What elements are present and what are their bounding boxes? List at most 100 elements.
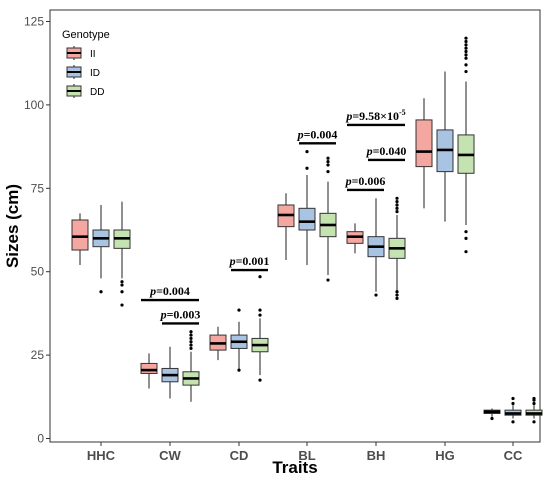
box-ID-HHC (92, 204, 110, 294)
box-DD-CW (182, 330, 200, 402)
outlier-point (395, 196, 399, 200)
y-tick-label: 50 (31, 265, 45, 279)
box-ID-HG (436, 71, 454, 222)
p-value-annotation: p=0.006 (345, 174, 386, 192)
outlier-point (258, 275, 262, 279)
legend-item-ID: ID (66, 65, 100, 79)
box-ID-CD (230, 308, 248, 372)
outlier-point (464, 53, 468, 57)
y-tick-label: 100 (24, 98, 44, 112)
outlier-point (120, 290, 124, 294)
outlier-point (189, 333, 193, 337)
x-tick-label: BH (367, 448, 386, 463)
outlier-point (326, 160, 330, 164)
outlier-point (189, 346, 193, 351)
box-ID-BL (298, 150, 316, 266)
p-value-label: p=9.58×10-5 (345, 108, 405, 123)
p-value-label: p=0.004 (149, 284, 190, 298)
box-series (71, 36, 543, 424)
outlier-point (189, 336, 193, 341)
outlier-point (395, 206, 399, 210)
y-tick-label: 75 (31, 181, 45, 195)
p-value-annotation: p=0.004 (141, 284, 199, 302)
outlier-point (464, 63, 468, 67)
x-tick-label: CW (159, 448, 181, 463)
outlier-point (395, 203, 399, 207)
x-tick-label: BL (298, 448, 315, 463)
y-tick-label: 0 (37, 432, 44, 446)
axes (49, 9, 541, 443)
p-value-label: p=0.001 (229, 254, 270, 268)
box-DD-BH (388, 196, 406, 300)
outlier-point (189, 330, 193, 334)
outlier-point (395, 200, 399, 204)
p-value-label: p=0.006 (345, 174, 386, 188)
outlier-point (326, 163, 330, 167)
legend-label: DD (90, 87, 104, 98)
outlier-point (464, 49, 468, 54)
box-iqr (298, 207, 316, 231)
p-value-annotation: p=0.003 (160, 307, 200, 325)
x-axis-ticks: HHC CW CD BL BH HG CC (87, 442, 523, 463)
p-value-annotation: p=0.004 (297, 127, 338, 145)
outlier-point (532, 420, 536, 424)
outlier-point (258, 378, 262, 382)
outlier-point (120, 283, 124, 287)
x-tick-label: HHC (87, 448, 116, 463)
p-value-label: p=0.040 (366, 144, 407, 158)
x-tick-label: HG (435, 448, 455, 463)
plot-frame (49, 9, 541, 443)
outlier-point (120, 280, 124, 284)
p-value-annotation: p=0.001 (229, 254, 270, 272)
outlier-point (237, 308, 241, 312)
legend-label: II (90, 49, 96, 60)
box-iqr (71, 219, 89, 251)
x-axis-title: Traits (272, 458, 317, 477)
outlier-point (395, 293, 399, 297)
outlier-point (326, 156, 330, 160)
box-DD-CD (251, 275, 269, 382)
legend-item-II: II (66, 46, 96, 60)
p-value-label: p=0.004 (297, 127, 338, 141)
outlier-point (532, 401, 536, 406)
outlier-point (326, 278, 330, 282)
outlier-point (532, 396, 536, 401)
box-II-CC (483, 408, 501, 421)
outlier-point (464, 236, 468, 240)
box-iqr (140, 362, 158, 374)
box-II-CW (140, 353, 158, 389)
box-iqr (415, 119, 433, 168)
p-value-annotation: p=9.58×10-5 (345, 108, 406, 127)
outlier-point (395, 296, 399, 300)
outlier-point (464, 36, 468, 40)
legend: Genotype II ID DD (62, 29, 110, 98)
outlier-point (99, 290, 103, 294)
outlier-point (490, 416, 494, 421)
outlier-point (511, 420, 515, 424)
legend-title: Genotype (62, 29, 110, 41)
outlier-point (305, 150, 309, 154)
outlier-point (258, 313, 262, 317)
box-II-HG (415, 98, 433, 209)
y-axis-ticks: 0 25 50 75 100 125 (24, 15, 50, 446)
outlier-point (374, 293, 378, 297)
legend-item-DD: DD (66, 84, 104, 98)
outlier-point (258, 308, 262, 312)
legend-label: ID (90, 68, 100, 79)
outlier-point (464, 250, 468, 254)
box-II-BH (346, 223, 364, 254)
box-DD-HG (457, 36, 475, 254)
outlier-point (511, 396, 515, 401)
outlier-point (189, 340, 193, 344)
outlier-point (120, 303, 124, 307)
box-II-CD (209, 326, 227, 361)
outlier-point (464, 230, 468, 234)
box-DD-CC (525, 396, 543, 424)
box-DD-HHC (113, 201, 131, 307)
outlier-point (464, 56, 468, 60)
box-ID-BH (367, 198, 385, 297)
x-tick-label: CC (504, 448, 523, 463)
y-tick-label: 125 (24, 15, 44, 29)
outlier-point (395, 210, 399, 214)
